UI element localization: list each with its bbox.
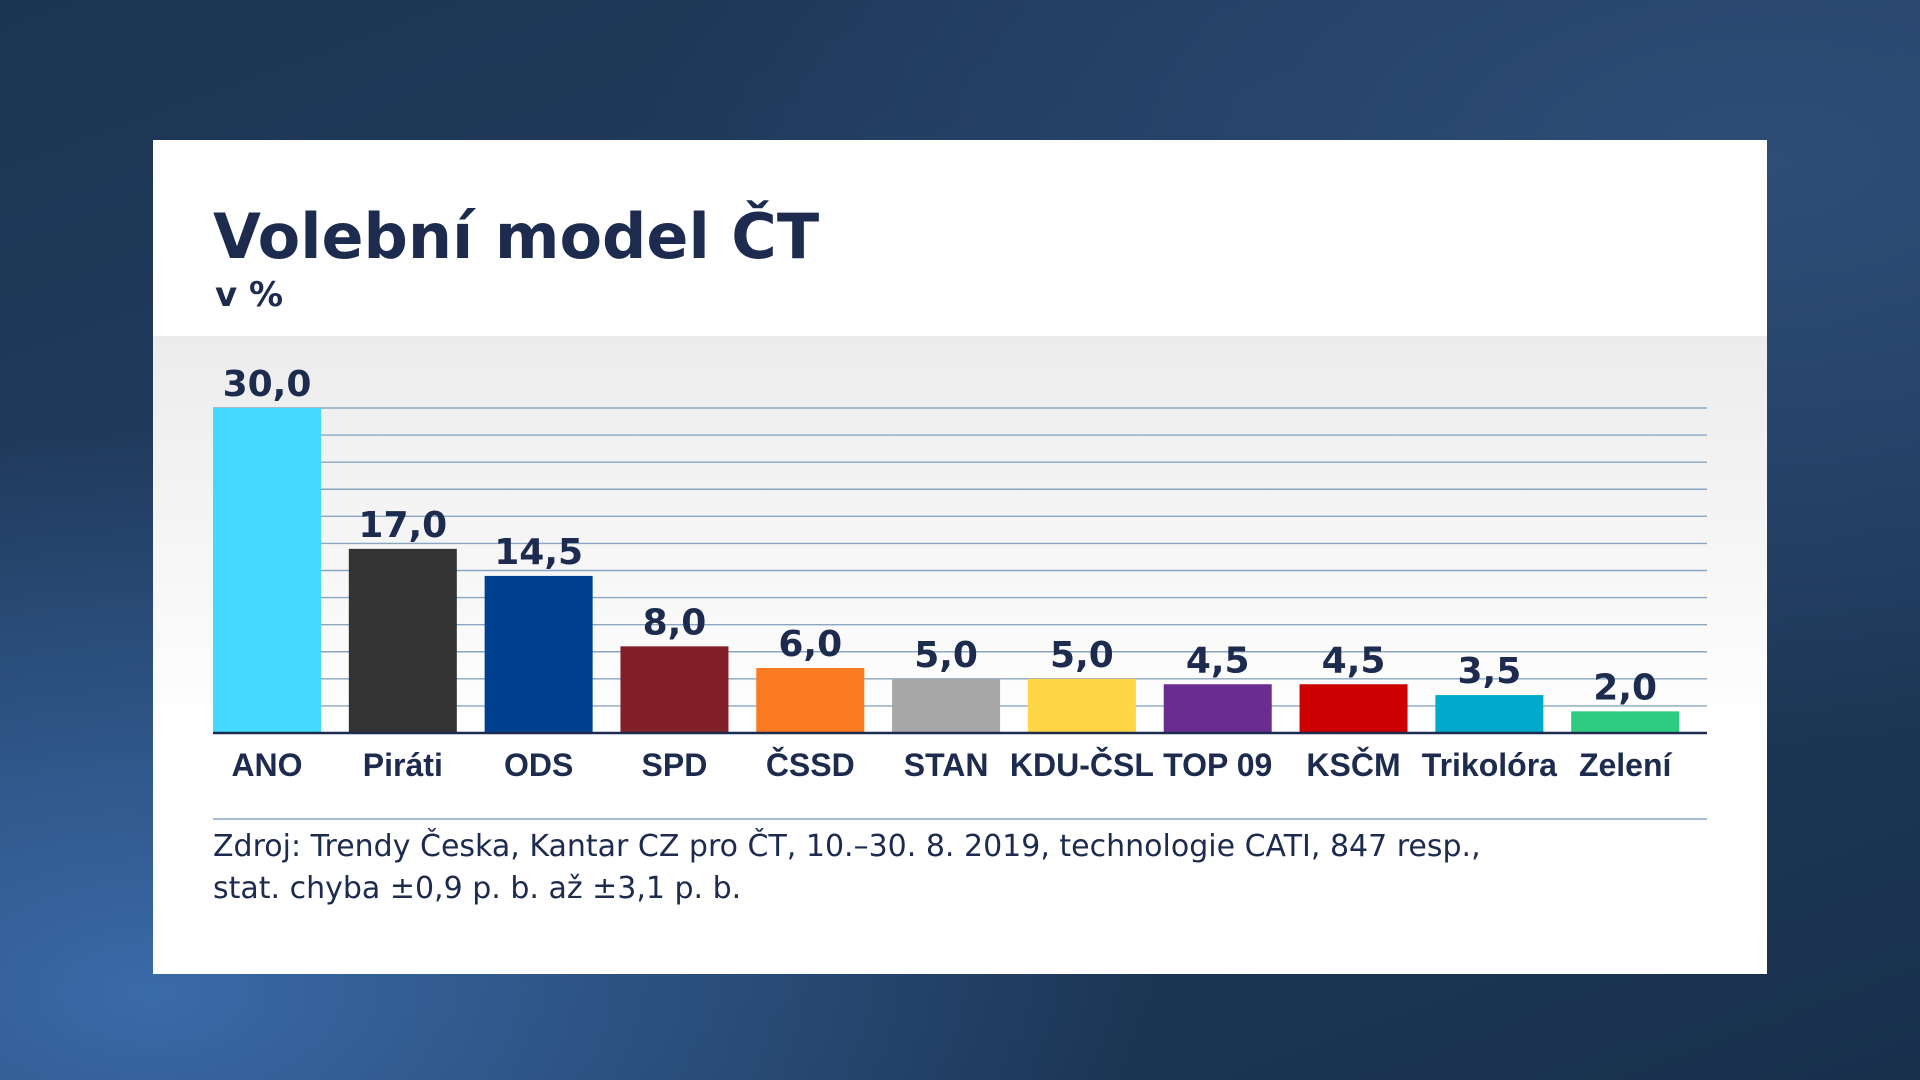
category-label: TOP 09	[1163, 747, 1272, 783]
data-label: 3,5	[1457, 651, 1521, 692]
category-label: ODS	[504, 747, 573, 783]
bar-kdu-čsl	[1027, 678, 1136, 733]
data-label: 4,5	[1186, 640, 1250, 681]
data-label: 6,0	[778, 624, 842, 665]
data-label: 17,0	[358, 505, 447, 546]
category-label: ČSSD	[766, 747, 855, 783]
bar-čssd	[756, 668, 865, 733]
source-line-2: stat. chyba ±0,9 p. b. až ±3,1 p. b.	[213, 871, 742, 906]
chart-title: Volební model ČT	[213, 200, 820, 273]
data-label: 5,0	[914, 635, 978, 676]
chart-card: Volební model ČT v % 30,0 ANO 17,0 Piráti 14…	[153, 140, 1767, 974]
data-label: 8,0	[643, 602, 707, 643]
data-label: 30,0	[223, 364, 312, 405]
bar-trikolóra	[1435, 695, 1544, 733]
category-label: Trikolóra	[1422, 747, 1557, 783]
source-line-1: Zdroj: Trendy Česka, Kantar CZ pro ČT, 1…	[213, 829, 1481, 864]
category-label: Piráti	[363, 747, 443, 783]
chart-subtitle: v %	[215, 275, 284, 315]
category-label: KSČM	[1306, 747, 1400, 783]
bar-piráti	[348, 548, 457, 733]
bar-spd	[620, 646, 729, 733]
category-label: SPD	[642, 747, 708, 783]
data-label: 5,0	[1050, 635, 1114, 676]
source-note: Zdroj: Trendy Česka, Kantar CZ pro ČT, 1…	[213, 826, 1481, 910]
category-label: ANO	[231, 747, 302, 783]
bar-ano	[213, 408, 321, 733]
bar-zelení	[1571, 711, 1680, 733]
bar-ods	[484, 575, 593, 733]
data-label: 4,5	[1322, 640, 1386, 681]
category-label: STAN	[904, 747, 989, 783]
category-label: Zelení	[1579, 747, 1673, 783]
bar-top-09	[1163, 684, 1272, 733]
bar-chart: 30,0 ANO 17,0 Piráti 14,5 ODS 8,0 SPD 6,0 ČSSD 5,0…	[213, 364, 1707, 820]
data-label: 14,5	[494, 532, 583, 573]
data-label: 2,0	[1593, 667, 1657, 708]
bar-stan	[892, 678, 1001, 733]
bar-ksčm	[1299, 684, 1408, 733]
category-label: KDU-ČSL	[1010, 747, 1154, 783]
